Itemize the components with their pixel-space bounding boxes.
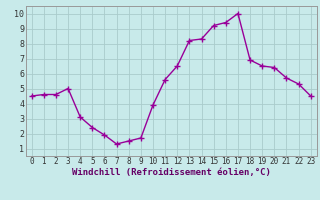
X-axis label: Windchill (Refroidissement éolien,°C): Windchill (Refroidissement éolien,°C) [72,168,271,177]
